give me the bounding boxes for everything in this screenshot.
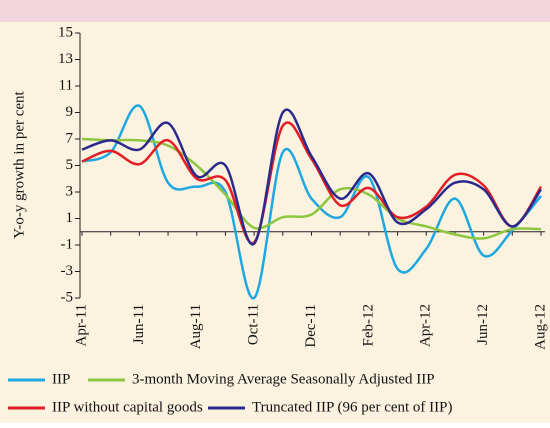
header-band <box>0 0 550 22</box>
legend-label: IIP without capital goods <box>52 399 203 415</box>
y-tick-label: 11 <box>59 77 73 93</box>
series-line <box>81 108 543 246</box>
y-tick-label: 3 <box>66 183 74 199</box>
x-tick-label: Aug-12 <box>532 304 548 350</box>
x-tick-label: Aug-11 <box>188 304 204 349</box>
legend-label: Truncated IIP (96 per cent of IIP) <box>252 399 453 415</box>
y-tick-label: 1 <box>66 210 74 226</box>
x-tick-label: Feb-12 <box>360 304 376 347</box>
legend-label: 3-month Moving Average Seasonally Adjust… <box>132 371 435 387</box>
x-tick-label: Apr-12 <box>418 304 434 347</box>
y-tick-label: 7 <box>66 130 74 146</box>
series-line <box>81 121 543 245</box>
x-tick-label: Apr-11 <box>73 304 89 346</box>
y-tick-label: 15 <box>58 24 73 40</box>
y-tick-label: 9 <box>66 104 74 120</box>
x-tick-label: Jun-11 <box>131 304 147 344</box>
x-tick-label: Oct-11 <box>246 304 262 345</box>
y-tick-label: -3 <box>61 263 74 279</box>
y-tick-label: -1 <box>61 236 74 252</box>
y-tick-label: 5 <box>66 157 74 173</box>
legend-label: IIP <box>52 371 70 387</box>
y-tick-label: -5 <box>61 289 74 305</box>
y-axis-label: Y-o-y growth in per cent <box>11 90 27 238</box>
x-tick-label: Dec-11 <box>303 304 319 348</box>
x-tick-label: Jun-12 <box>475 304 491 345</box>
y-tick-label: 13 <box>58 51 73 67</box>
series-line <box>81 104 542 300</box>
